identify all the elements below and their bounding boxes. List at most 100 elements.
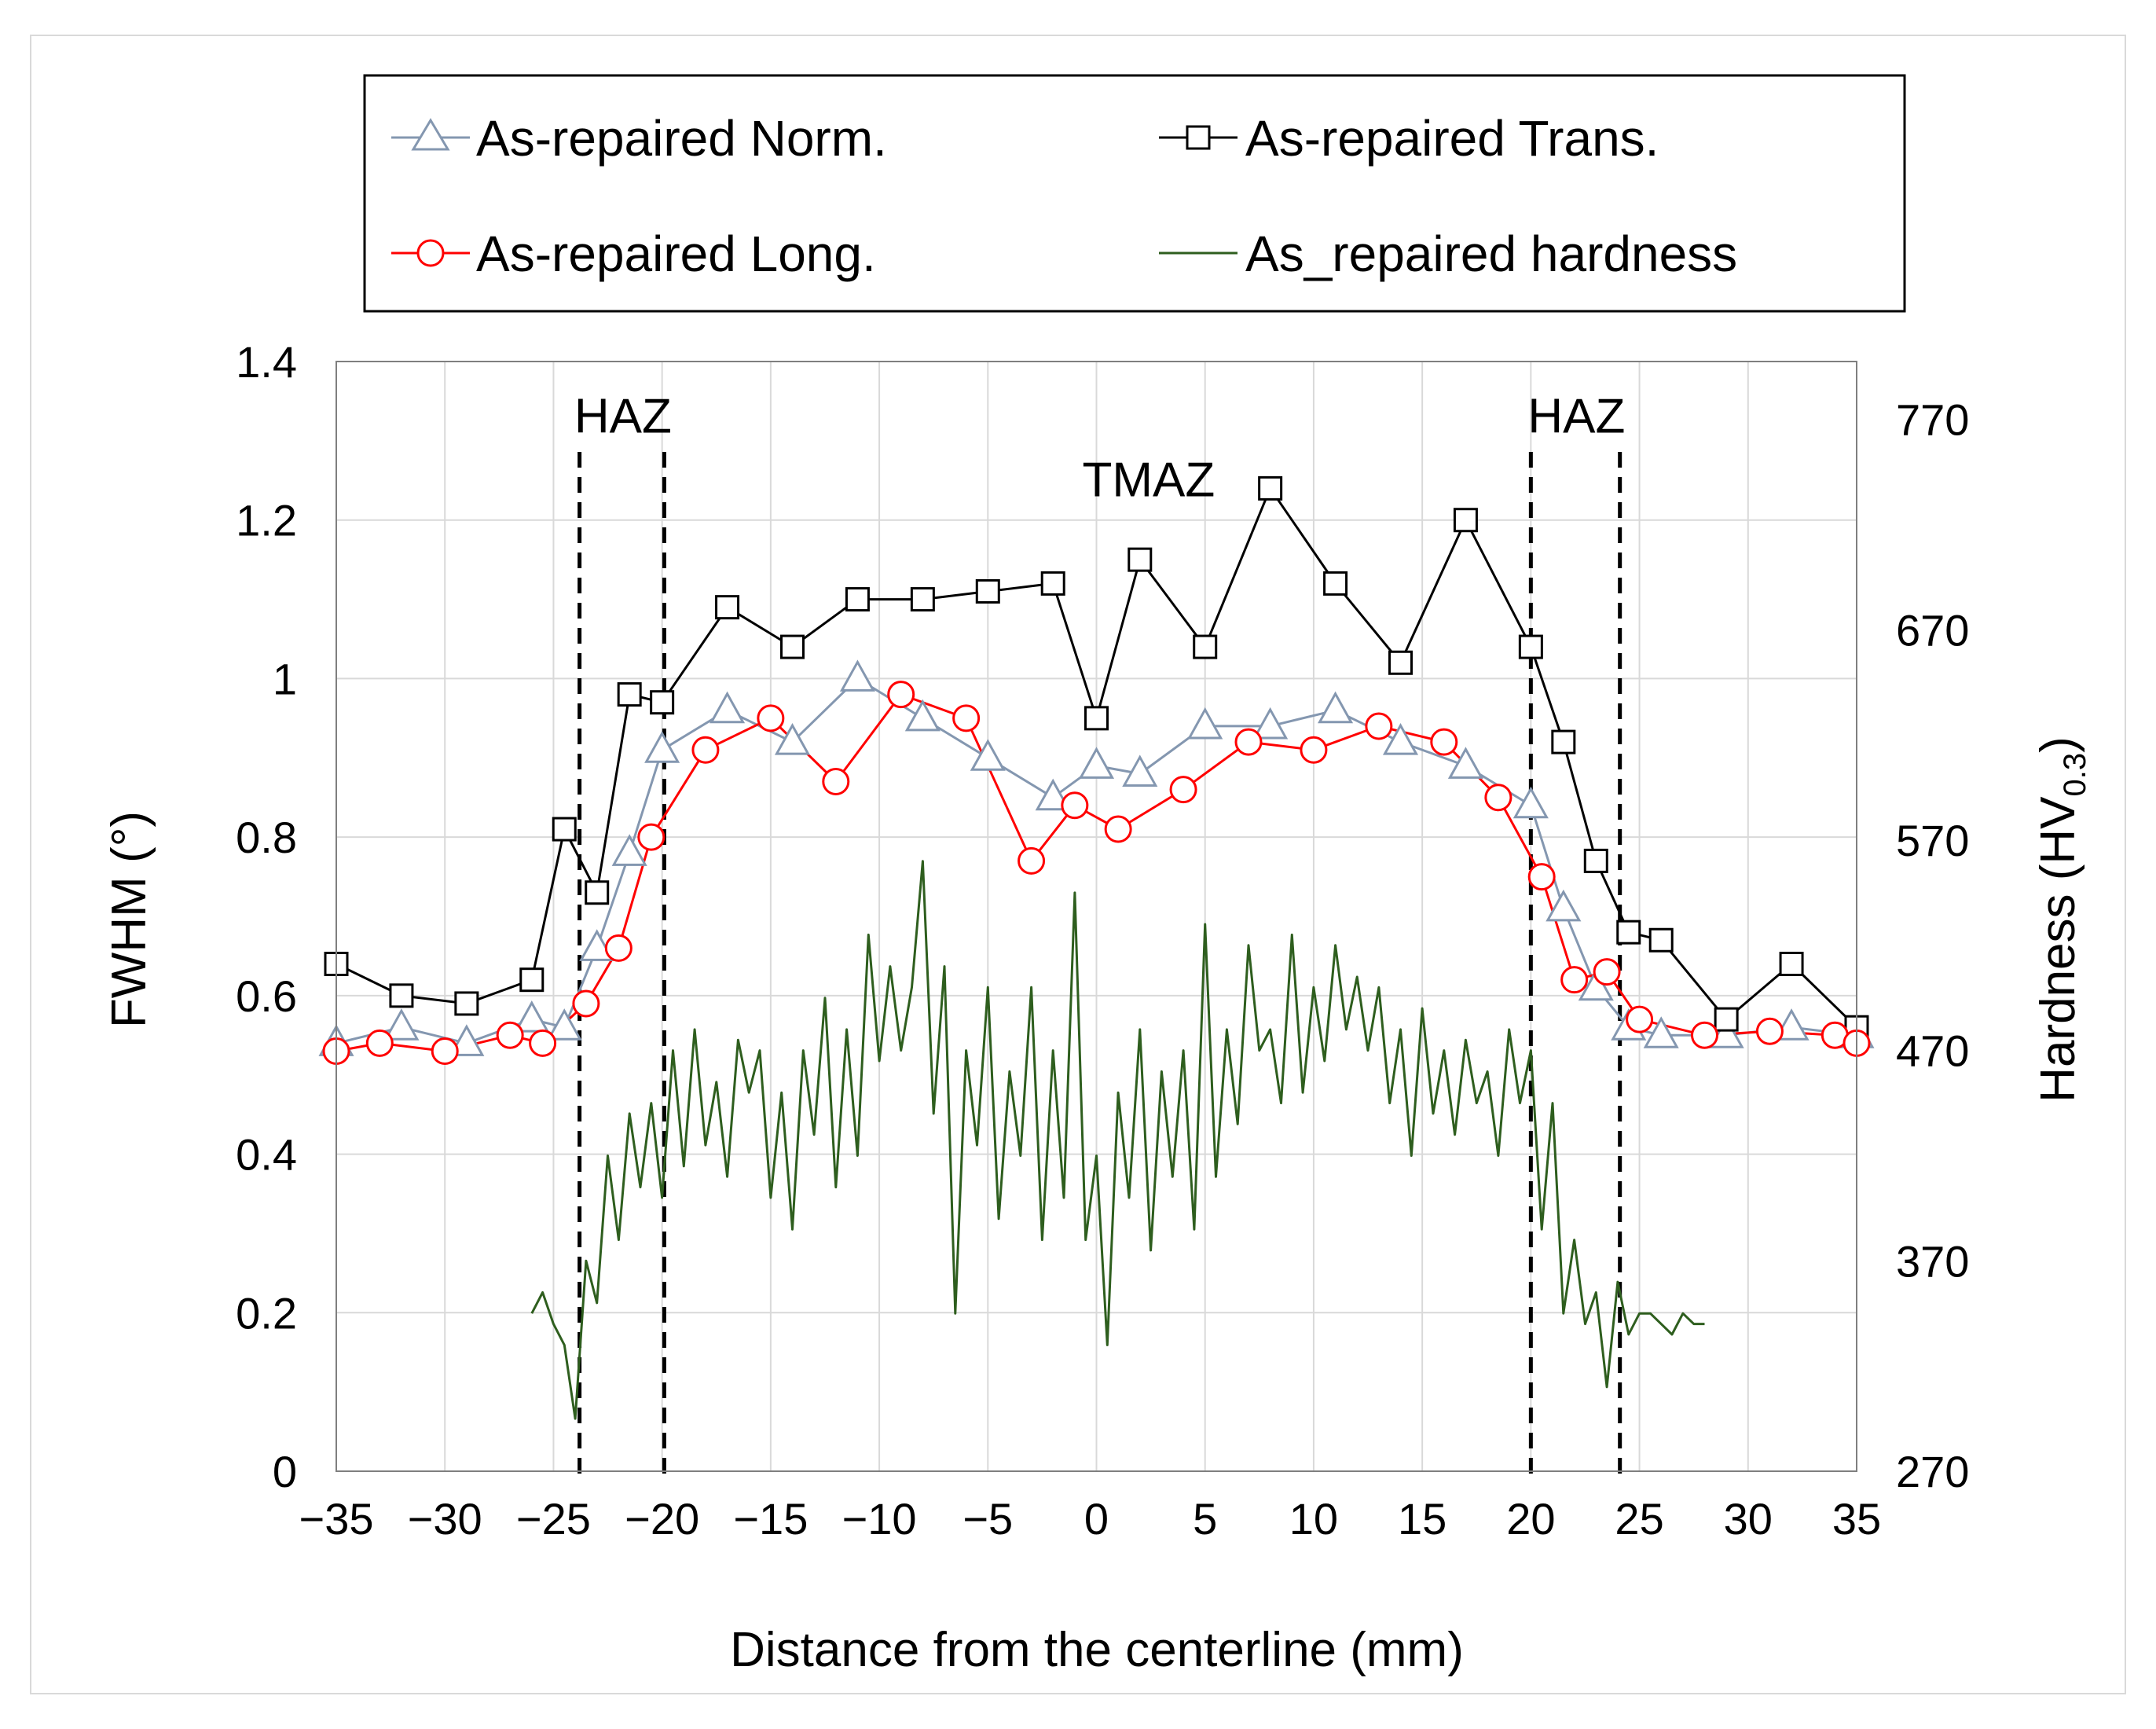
trans-marker-point	[454, 991, 479, 1016]
series-markers	[318, 475, 1875, 1065]
tick-labels: −35 −30 −25 −20 −15 −10 −5 0 5 10 15 20 25 30 35 0 0.2 0.…	[236, 337, 1969, 1544]
x-tick-label: −35	[299, 1494, 374, 1544]
trans-marker-point	[1551, 729, 1576, 754]
long-marker-point	[1626, 1005, 1654, 1033]
long-marker-point	[1527, 863, 1556, 891]
norm-marker-point	[644, 731, 680, 763]
x-tick-label: −5	[962, 1494, 1013, 1544]
x-tick-label: −30	[408, 1494, 482, 1544]
plot-area-border	[336, 361, 1857, 1472]
trans-marker-point	[1193, 634, 1218, 659]
trans-marker-point	[1128, 547, 1153, 572]
long-marker-point	[822, 768, 850, 796]
trans-marker-point	[519, 967, 544, 993]
annotation-tmaz: TMAZ	[1082, 453, 1215, 507]
zone-annotations: HAZ TMAZ HAZ	[574, 390, 1626, 508]
x-tick-label: 10	[1289, 1494, 1338, 1544]
trans-marker-point	[975, 578, 1000, 604]
long-marker-point	[496, 1021, 524, 1049]
norm-marker-point	[1546, 889, 1582, 922]
legend-label-trans: As-repaired Trans.	[1245, 110, 1659, 167]
legend-label-norm: As-repaired Norm.	[476, 110, 887, 167]
x-tick-label: 5	[1193, 1494, 1217, 1544]
norm-marker-point	[1643, 1016, 1679, 1048]
series-line-as-repaired-hardness	[530, 860, 1705, 1420]
y-left-tick-label: 0	[273, 1447, 297, 1496]
trans-marker-point	[845, 587, 870, 612]
norm-marker-point	[970, 739, 1006, 771]
norm-marker-point	[1122, 754, 1158, 787]
long-marker-point	[1365, 712, 1393, 740]
x-tick-label: 15	[1398, 1494, 1446, 1544]
trans-marker-point	[1779, 952, 1804, 977]
norm-marker-point	[1708, 1016, 1744, 1048]
y-left-tick-label: 0.6	[236, 971, 297, 1021]
y-right-tick-label: 670	[1896, 605, 1969, 655]
legend-label-long: As-repaired Long.	[476, 226, 876, 282]
long-marker-point	[1061, 791, 1089, 820]
long-marker-point	[691, 736, 720, 764]
long-marker-point	[757, 704, 785, 732]
norm-marker-point	[1187, 707, 1223, 740]
norm-marker-point	[449, 1024, 485, 1056]
x-tick-label: −20	[625, 1494, 699, 1544]
long-marker-point	[1018, 846, 1046, 875]
legend-marker-triangle-icon	[411, 118, 450, 151]
long-marker-point	[1755, 1017, 1784, 1045]
x-tick-label: 30	[1724, 1494, 1773, 1544]
norm-marker-point	[546, 1008, 582, 1041]
long-marker-point	[1691, 1021, 1718, 1049]
trans-marker-point	[780, 634, 805, 659]
long-marker-point	[1300, 736, 1328, 764]
legend-box	[363, 74, 1906, 313]
y-left-tick-label: 1.2	[236, 496, 297, 545]
long-marker-point	[1169, 776, 1197, 804]
y-left-tick-label: 0.2	[236, 1288, 297, 1338]
x-tick-label: 35	[1832, 1494, 1881, 1544]
legend-label-hardness: As_repaired hardness	[1245, 226, 1737, 282]
norm-marker-point	[1078, 747, 1115, 779]
y-left-tick-label: 0.8	[236, 813, 297, 862]
legend-entry-long: As-repaired Long.	[391, 226, 876, 282]
trans-marker-point	[389, 983, 414, 1008]
norm-marker-point	[1382, 723, 1419, 755]
norm-marker-point	[1578, 968, 1614, 1001]
y-axis-right-title-main: Hardness (HV	[2031, 796, 2085, 1103]
trans-marker-point	[1616, 920, 1641, 945]
trans-marker-point	[1388, 650, 1413, 675]
norm-marker-point	[1773, 1008, 1810, 1041]
trans-marker-point	[552, 817, 577, 842]
y-axis-right-title-sub: 0.3	[2058, 753, 2092, 797]
long-marker-point	[1234, 728, 1263, 756]
trans-marker-point	[1040, 571, 1065, 596]
legend-entry-norm: As-repaired Norm.	[391, 110, 887, 167]
trans-marker-point	[1518, 634, 1543, 659]
long-marker-point	[529, 1029, 557, 1057]
y-left-tick-label: 1.4	[236, 337, 297, 387]
long-marker-point	[1484, 784, 1512, 812]
legend-marker-square-icon	[1186, 125, 1211, 150]
zone-boundaries	[578, 452, 1622, 1476]
trans-marker-point	[617, 682, 642, 707]
x-tick-label: 20	[1506, 1494, 1555, 1544]
legend-entry-trans: As-repaired Trans.	[1159, 110, 1659, 167]
norm-marker-point	[710, 691, 746, 724]
figure-frame	[30, 35, 2126, 1694]
y-axis-left-title: FWHM (°)	[102, 811, 156, 1028]
norm-marker-point	[774, 723, 811, 755]
norm-marker-point	[514, 1000, 550, 1033]
y-right-tick-label: 370	[1896, 1236, 1969, 1286]
long-marker-point	[1560, 966, 1589, 994]
long-marker-point	[637, 823, 666, 851]
annotation-haz-left: HAZ	[574, 390, 672, 444]
x-tick-label: −10	[842, 1494, 917, 1544]
y-axis-right-title-close: )	[2031, 736, 2085, 753]
trans-marker-point	[910, 587, 935, 612]
y-left-tick-label: 0.4	[236, 1130, 297, 1180]
legend-marker-circle-icon	[416, 239, 445, 267]
trans-marker-point	[1583, 848, 1608, 873]
long-marker-point	[572, 989, 600, 1018]
norm-marker-point	[579, 929, 615, 961]
x-tick-label: 0	[1084, 1494, 1109, 1544]
